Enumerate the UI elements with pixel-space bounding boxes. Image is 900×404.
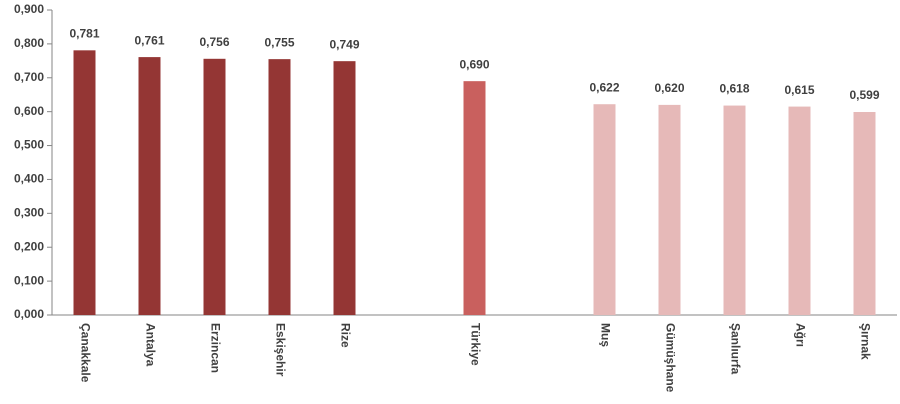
bar: [138, 57, 161, 315]
x-tick-label: Şanlıurfa: [728, 323, 742, 375]
value-label: 0,781: [69, 26, 99, 40]
y-tick-label: 0,100: [14, 273, 44, 287]
value-label: 0,622: [589, 80, 619, 94]
y-tick-label: 0,600: [14, 104, 44, 118]
y-tick-label: 0,300: [14, 206, 44, 220]
x-tick-label: Rize: [338, 323, 352, 348]
x-tick-label: Türkiye: [468, 323, 482, 366]
x-tick-label: Eskişehir: [273, 323, 287, 377]
x-tick-label: Antalya: [143, 323, 157, 367]
bar: [333, 61, 356, 315]
y-tick-label: 0,500: [14, 138, 44, 152]
y-tick-label: 0,900: [14, 2, 44, 16]
bar: [73, 50, 96, 315]
y-tick-label: 0,200: [14, 239, 44, 253]
value-label: 0,755: [264, 35, 294, 49]
x-tick-label: Erzincan: [208, 323, 222, 373]
bar: [853, 112, 876, 315]
value-label: 0,690: [459, 57, 489, 71]
value-label: 0,615: [784, 83, 814, 97]
value-label: 0,749: [329, 37, 359, 51]
x-tick-label: Ağrı: [793, 323, 807, 347]
bar: [463, 81, 486, 316]
bar: [658, 104, 681, 315]
value-label: 0,599: [849, 88, 879, 102]
x-tick-label: Muş: [598, 323, 612, 347]
y-tick-label: 0,800: [14, 36, 44, 50]
x-tick-label: Şırnak: [858, 323, 872, 360]
bar: [788, 106, 811, 315]
bar: [268, 59, 291, 316]
x-tick-label: Çanakkale: [78, 323, 92, 383]
bar: [593, 104, 616, 315]
y-tick-label: 0,700: [14, 70, 44, 84]
y-tick-label: 0,400: [14, 172, 44, 186]
bar: [723, 105, 746, 315]
value-label: 0,761: [134, 33, 164, 47]
value-label: 0,618: [719, 82, 749, 96]
bar: [203, 58, 226, 316]
y-tick-label: 0,000: [14, 307, 44, 321]
x-tick-label: Gümüşhane: [663, 323, 677, 393]
value-label: 0,620: [654, 81, 684, 95]
value-label: 0,756: [199, 35, 229, 49]
